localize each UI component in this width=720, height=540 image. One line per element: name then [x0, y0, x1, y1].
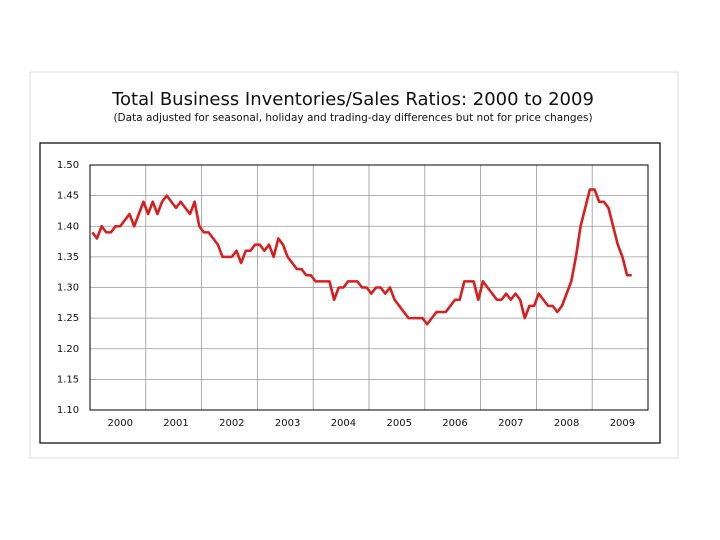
y-tick-label: 1.45 [57, 191, 79, 202]
x-tick-label: 2004 [331, 418, 356, 429]
y-tick-label: 1.15 [57, 374, 79, 385]
x-tick-label: 2009 [610, 418, 635, 429]
y-tick-label: 1.20 [57, 344, 79, 355]
y-tick-label: 1.40 [57, 221, 79, 232]
y-tick-label: 1.30 [57, 283, 79, 294]
x-tick-label: 2007 [498, 418, 523, 429]
x-tick-label: 2002 [219, 418, 244, 429]
data-line [91, 188, 632, 326]
panel [29, 71, 679, 459]
frame [39, 142, 661, 444]
y-tick-label: 1.10 [57, 405, 79, 416]
x-tick-label: 2000 [107, 418, 132, 429]
chart-subtitle: (Data adjusted for seasonal, holiday and… [113, 112, 592, 124]
x-tick-label: 2003 [275, 418, 300, 429]
y-tick-label: 1.35 [57, 252, 79, 263]
plot-area [89, 164, 649, 411]
x-tick-label: 2006 [442, 418, 467, 429]
x-tick-label: 2008 [554, 418, 579, 429]
chart-title: Total Business Inventories/Sales Ratios:… [111, 89, 594, 110]
y-tick-label: 1.50 [57, 160, 79, 171]
y-tick-label: 1.25 [57, 313, 79, 324]
x-tick-label: 2005 [386, 418, 411, 429]
x-tick-label: 2001 [163, 418, 188, 429]
